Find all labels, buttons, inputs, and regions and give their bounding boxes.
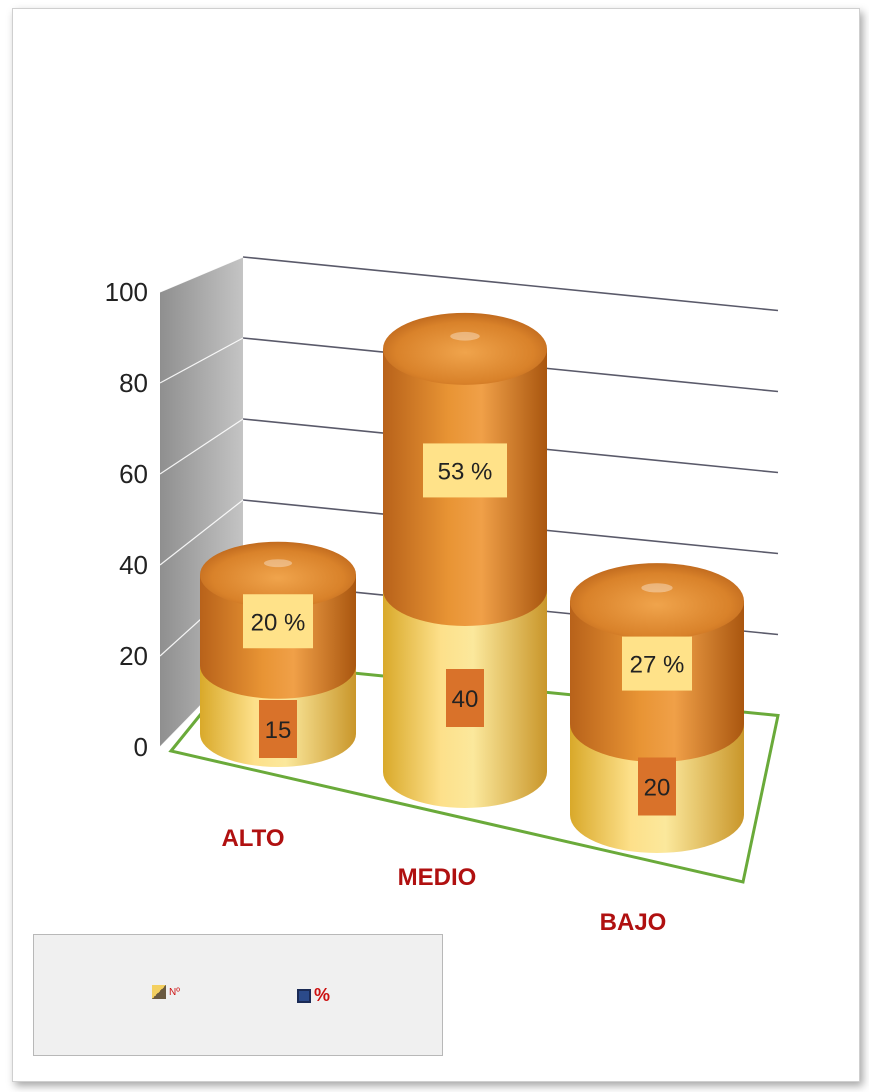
y-tick-label: 20: [119, 641, 148, 671]
bar-top-cap: [200, 541, 356, 608]
data-label-bg-n: [638, 757, 676, 816]
y-tick-label: 80: [119, 368, 148, 398]
category-label: ALTO: [221, 825, 284, 852]
chart-area: 0 20 40 60 80 100 20 % 15 53 % 40 27 % 20 ALTO MEDI…: [105, 256, 780, 936]
bar-top-highlight: [641, 583, 673, 593]
legend-item-pct: %: [297, 985, 330, 1006]
y-tick-label: 40: [119, 550, 148, 580]
legend: Nº %: [33, 934, 443, 1056]
wall-gridline: [159, 256, 244, 293]
y-tick-label: 100: [105, 277, 148, 307]
wall-gridline: [159, 418, 244, 475]
bar-top-cap: [570, 563, 744, 640]
chart-frame: 0 20 40 60 80 100 20 % 15 53 % 40 27 % 20 ALTO MEDI…: [12, 8, 860, 1082]
data-label-bg-pct: [423, 443, 507, 498]
data-label-bg-pct: [243, 594, 313, 649]
data-label-bg-n: [259, 700, 297, 758]
data-label-n: 20: [644, 775, 671, 802]
data-label-bg-n: [446, 669, 484, 727]
y-tick-label: 0: [134, 732, 148, 762]
data-label-pct: 53 %: [438, 458, 493, 485]
legend-swatch-pct: [297, 988, 311, 1003]
category-label: BAJO: [600, 909, 667, 936]
legend-label-pct: %: [314, 985, 331, 1005]
wall-gridline: [159, 337, 244, 384]
x-axis-categories: ALTO MEDIO BAJO: [221, 825, 666, 936]
gridline: [242, 256, 779, 312]
data-label-n: 15: [265, 717, 292, 744]
bar-top-highlight: [263, 559, 293, 568]
data-label-bg-pct: [622, 636, 692, 691]
data-label-pct: 20 %: [251, 609, 306, 636]
bars: 20 % 15 53 % 40 27 % 20: [200, 312, 744, 853]
bar-top-cap: [383, 312, 547, 385]
wall-gridline: [159, 499, 244, 566]
y-tick-label: 60: [119, 459, 148, 489]
legend-label-n: Nº: [169, 986, 180, 998]
data-label-pct: 27 %: [630, 652, 685, 679]
legend-item-n: Nº: [152, 985, 180, 999]
y-axis-ticks: 0 20 40 60 80 100: [105, 277, 148, 762]
data-label-n: 40: [452, 686, 479, 713]
legend-swatch-n: [152, 985, 166, 999]
bar-top-highlight: [450, 331, 480, 341]
category-label: MEDIO: [398, 864, 477, 891]
